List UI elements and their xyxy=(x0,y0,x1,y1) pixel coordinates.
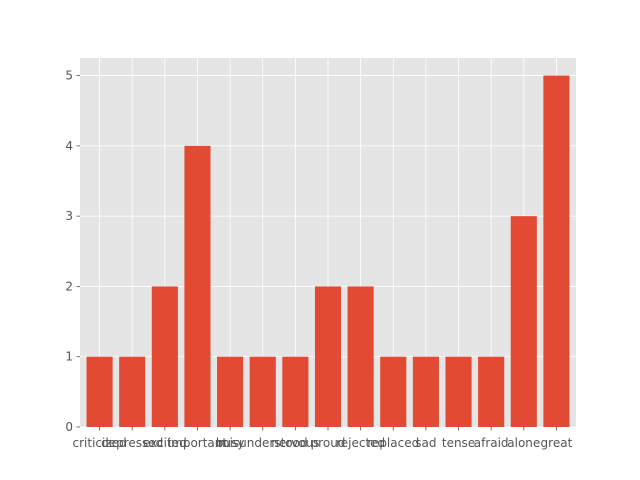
y-tick-label: 5 xyxy=(65,69,73,83)
bar-excited xyxy=(151,286,178,427)
y-tick-label: 3 xyxy=(65,209,73,223)
bar-nervous xyxy=(282,356,309,427)
x-tick-label: replaced xyxy=(367,436,419,450)
bars xyxy=(86,75,570,428)
bar-alone xyxy=(510,216,537,427)
x-tick-label: excited xyxy=(143,436,187,450)
bar-misunderstood xyxy=(249,356,276,427)
x-tick-label: important xyxy=(168,436,228,450)
x-tick-label: rejected xyxy=(336,436,385,450)
x-tick-label: alone xyxy=(507,436,540,450)
x-tick-label: sad xyxy=(415,436,436,450)
bar-afraid xyxy=(478,356,505,427)
x-tick-label: great xyxy=(541,436,573,450)
x-tick-label: afraid xyxy=(474,436,509,450)
bar-busy xyxy=(217,356,244,427)
bar-depressed xyxy=(119,356,146,427)
x-tick-label: busy xyxy=(216,436,245,450)
bar-proud xyxy=(314,286,342,427)
y-tick-label: 0 xyxy=(65,420,73,434)
x-axis-ticks: criticizeddepressedexcitedimportantbusym… xyxy=(73,427,573,450)
y-tick-label: 2 xyxy=(65,279,73,293)
y-tick-label: 4 xyxy=(65,139,73,153)
bar-rejected xyxy=(347,286,374,427)
bar-important xyxy=(184,145,211,427)
bar-replaced xyxy=(380,356,407,427)
x-tick-label: tense xyxy=(442,436,475,450)
x-tick-label: misunderstood xyxy=(218,436,308,450)
y-axis-ticks: 0 1 2 3 4 5 xyxy=(65,69,80,434)
y-tick-label: 1 xyxy=(65,350,73,364)
x-tick-label: proud xyxy=(311,436,346,450)
x-tick-label: criticized xyxy=(73,436,127,450)
x-tick-label: nervous xyxy=(271,436,319,450)
bar-tense xyxy=(445,356,472,427)
bar-great xyxy=(543,75,570,428)
bar-sad xyxy=(412,356,439,427)
bar-criticized xyxy=(86,356,113,427)
x-tick-label: depressed xyxy=(101,436,163,450)
